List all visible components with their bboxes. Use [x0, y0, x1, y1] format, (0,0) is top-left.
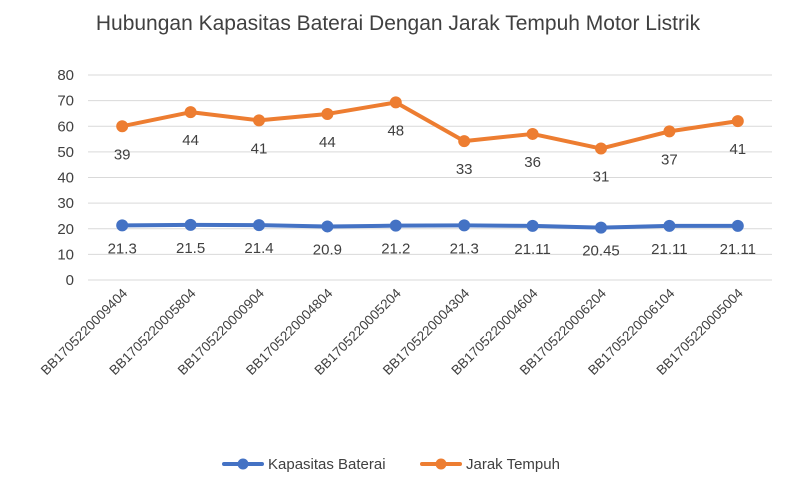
data-label: 20.45 [582, 243, 620, 260]
y-tick-label: 20 [57, 221, 74, 238]
legend: Kapasitas Baterai Jarak Tempuh [222, 456, 560, 473]
y-axis-ticks: 0 10 20 30 40 50 60 70 80 [57, 67, 74, 289]
legend-marker [435, 458, 447, 470]
data-labels: 21.3 21.5 21.4 20.9 21.2 21.3 21.11 20.45 21.11 2… [108, 122, 756, 259]
data-label: 41 [251, 140, 268, 157]
data-label: 41 [729, 141, 746, 158]
y-tick-label: 80 [57, 67, 74, 84]
data-point [595, 221, 607, 234]
data-point [458, 219, 471, 232]
data-point [458, 135, 471, 148]
data-point [526, 219, 539, 232]
x-axis-ticks: BB1705220009404BB1705220005804BB17052200… [38, 285, 746, 378]
legend-marker [237, 458, 249, 470]
data-point [663, 219, 676, 232]
data-label: 21.2 [381, 241, 410, 258]
data-point [321, 107, 334, 120]
data-point [731, 115, 744, 128]
data-point [253, 219, 265, 232]
gridlines [88, 74, 772, 281]
data-point [116, 219, 129, 232]
data-point [526, 127, 539, 140]
y-tick-label: 0 [66, 272, 74, 289]
data-point [389, 219, 402, 232]
data-label: 31 [593, 169, 610, 186]
data-point [389, 96, 402, 109]
data-label: 39 [114, 146, 131, 163]
data-label: 33 [456, 161, 473, 178]
data-point [663, 125, 676, 138]
data-point [184, 218, 197, 231]
data-label: 21.11 [720, 241, 756, 258]
data-point [321, 220, 334, 233]
series-line [120, 222, 740, 230]
data-label: 21.3 [450, 240, 479, 257]
series-group [116, 96, 744, 234]
data-label: 48 [387, 122, 404, 139]
data-point [595, 142, 607, 155]
y-tick-label: 10 [57, 246, 74, 263]
y-tick-label: 40 [57, 170, 74, 187]
data-label: 21.4 [244, 240, 273, 257]
y-tick-label: 30 [57, 195, 74, 212]
data-label: 21.3 [108, 240, 137, 257]
data-point [184, 106, 197, 119]
data-label: 44 [319, 134, 336, 151]
series-line [120, 100, 740, 151]
data-label: 44 [182, 132, 199, 149]
legend-label: Kapasitas Baterai [268, 456, 386, 473]
data-label: 37 [661, 151, 678, 168]
y-tick-label: 70 [57, 93, 74, 110]
legend-label: Jarak Tempuh [466, 456, 560, 473]
data-label: 21.5 [176, 240, 205, 257]
data-label: 20.9 [313, 241, 342, 258]
y-tick-label: 50 [57, 144, 74, 161]
data-label: 36 [524, 154, 541, 171]
chart-title: Hubungan Kapasitas Baterai Dengan Jarak … [96, 12, 701, 35]
data-label: 21.11 [514, 241, 550, 258]
data-point [731, 219, 744, 232]
data-point [253, 114, 265, 127]
data-point [116, 120, 129, 133]
data-label: 21.11 [651, 241, 687, 258]
y-tick-label: 60 [57, 118, 74, 135]
